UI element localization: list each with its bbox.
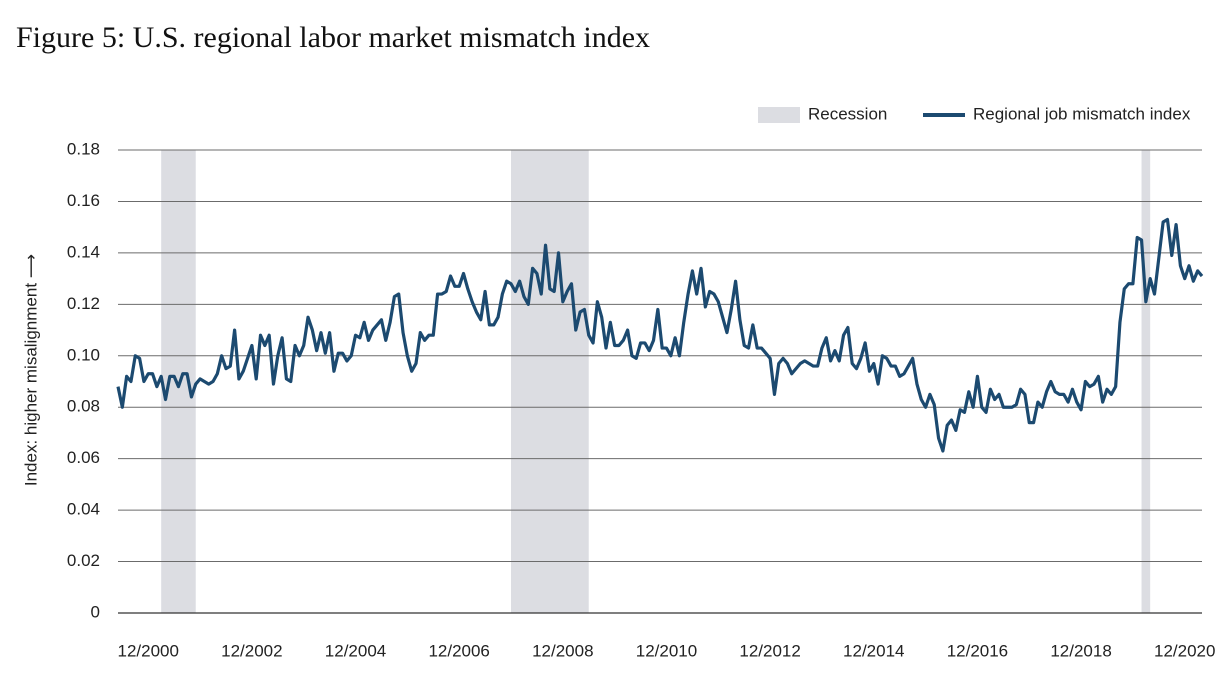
y-tick-label: 0 [91, 602, 100, 621]
y-tick-label: 0.18 [67, 139, 100, 158]
data-line [116, 217, 1204, 453]
y-tick-label: 0.06 [67, 448, 100, 467]
x-tick-label: 12/2006 [428, 641, 489, 660]
y-tick-label: 0.14 [67, 242, 100, 261]
y-tick-label: 0.16 [67, 191, 100, 210]
y-tick-label: 0.08 [67, 397, 100, 416]
y-tick-label: 0.10 [67, 345, 100, 364]
x-tick-label: 12/2018 [1050, 641, 1111, 660]
recession-band [161, 150, 196, 613]
y-axis-label: Index: higher misalignment ⟶ [21, 254, 40, 486]
y-tick-label: 0.02 [67, 551, 100, 570]
legend-label: Regional job mismatch index [973, 104, 1191, 123]
x-tick-label: 12/2002 [221, 641, 282, 660]
x-tick-label: 12/2014 [843, 641, 904, 660]
y-tick-label: 0.04 [67, 500, 100, 519]
x-tick-label: 12/2020 [1154, 641, 1215, 660]
x-tick-label: 12/2004 [325, 641, 386, 660]
recession-band [1141, 150, 1151, 613]
x-tick-label: 12/2000 [118, 641, 179, 660]
legend-label: Recession [808, 104, 887, 123]
x-tick-label: 12/2010 [636, 641, 697, 660]
y-tick-label: 0.12 [67, 294, 100, 313]
chart-title: Figure 5: U.S. regional labor market mis… [16, 21, 650, 54]
recession-band [511, 150, 589, 613]
x-tick-label: 12/2008 [532, 641, 593, 660]
x-tick-label: 12/2012 [739, 641, 800, 660]
legend-swatch [758, 107, 800, 123]
x-tick-label: 12/2016 [947, 641, 1008, 660]
